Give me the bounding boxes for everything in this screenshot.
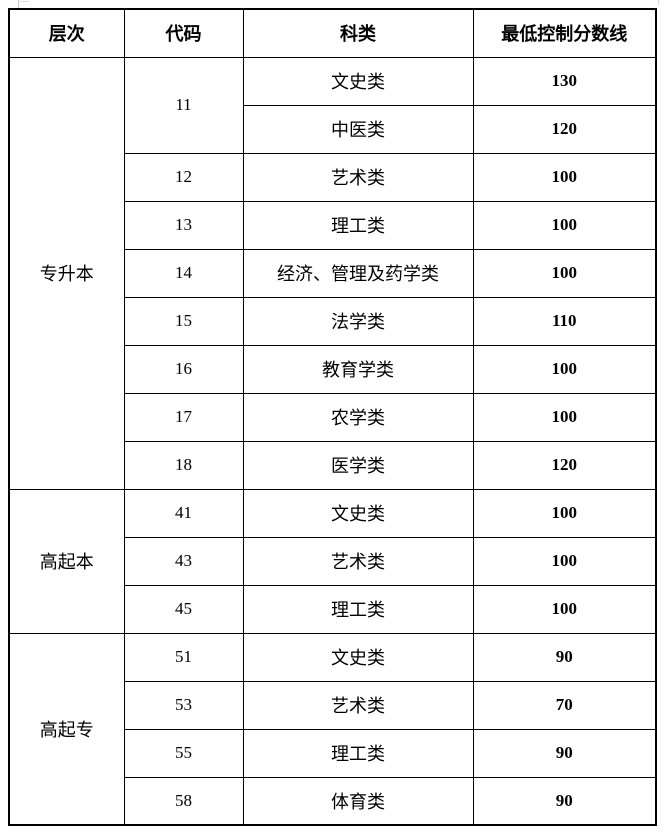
score-cell: 100 [472, 344, 657, 394]
category-cell: 法学类 [242, 296, 474, 346]
category-cell: 理工类 [242, 584, 474, 634]
score-cell: 90 [472, 632, 657, 682]
category-cell: 艺术类 [242, 536, 474, 586]
score-cell: 100 [472, 536, 657, 586]
header-code: 代码 [123, 8, 244, 58]
table-row: 12 艺术类 100 [9, 152, 657, 202]
code-cell: 18 [123, 440, 244, 490]
score-cell: 120 [472, 440, 657, 490]
category-cell: 文史类 [242, 56, 474, 106]
code-cell: 41 [123, 488, 244, 538]
score-cell: 90 [472, 728, 657, 778]
category-cell: 经济、管理及药学类 [242, 248, 474, 298]
table-row: 高起专 51 文史类 90 [8, 632, 657, 826]
table-row: 14 经济、管理及药学类 100 [9, 248, 657, 298]
code-cell: 58 [123, 776, 244, 826]
score-cell: 100 [472, 248, 657, 298]
table-row: 45 理工类 100 [9, 584, 657, 634]
code-cell: 53 [123, 680, 244, 730]
code-cell: 45 [123, 584, 244, 634]
score-cell: 100 [472, 200, 657, 250]
code-cell: 51 [123, 632, 244, 682]
category-cell: 理工类 [242, 728, 474, 778]
category-cell: 艺术类 [242, 680, 474, 730]
table-row: 专升本 11 文史类 130 [8, 56, 657, 490]
table-row: 17 农学类 100 [9, 392, 657, 442]
admission-score-table: 层次 代码 科类 最低控制分数线 专升本 11 文史类 130 中医类 120 12 艺术类 1… [8, 8, 657, 826]
header-category: 科类 [242, 8, 474, 58]
header-min-score: 最低控制分数线 [472, 8, 657, 58]
scan-artifact-right-vertical [658, 0, 659, 5]
table-row: 43 艺术类 100 [9, 536, 657, 586]
level-cell: 高起专 [8, 632, 125, 826]
score-cell: 100 [472, 584, 657, 634]
header-row: 层次 代码 科类 最低控制分数线 [8, 8, 657, 58]
table-row: 中医类 120 [9, 104, 657, 154]
score-cell: 100 [472, 488, 657, 538]
table-row: 58 体育类 90 [9, 776, 657, 826]
table-row: 53 艺术类 70 [9, 680, 657, 730]
scan-artifact-left-vertical [18, 0, 19, 8]
code-cell: 43 [123, 536, 244, 586]
category-cell: 文史类 [242, 488, 474, 538]
score-cell: 130 [472, 56, 657, 106]
score-cell: 70 [472, 680, 657, 730]
category-cell: 农学类 [242, 392, 474, 442]
table-row: 55 理工类 90 [9, 728, 657, 778]
header-level: 层次 [8, 8, 125, 58]
code-cell: 17 [123, 392, 244, 442]
category-cell: 医学类 [242, 440, 474, 490]
category-cell: 中医类 [242, 104, 474, 154]
table-row: 18 医学类 120 [9, 440, 657, 490]
scan-artifact-left-horizontal [18, 1, 29, 2]
level-cell: 高起本 [8, 488, 125, 634]
table-row: 16 教育学类 100 [9, 344, 657, 394]
code-cell: 13 [123, 200, 244, 250]
score-cell: 90 [472, 776, 657, 826]
code-cell: 16 [123, 344, 244, 394]
category-cell: 艺术类 [242, 152, 474, 202]
category-cell: 体育类 [242, 776, 474, 826]
code-cell: 55 [123, 728, 244, 778]
table-body: 专升本 11 文史类 130 中医类 120 12 艺术类 100 13 理工类 100 14 经济、管理… [8, 56, 657, 826]
code-cell: 11 [123, 56, 244, 154]
score-cell: 120 [472, 104, 657, 154]
code-cell: 12 [123, 152, 244, 202]
code-cell: 14 [123, 248, 244, 298]
score-cell: 100 [472, 392, 657, 442]
category-cell: 理工类 [242, 200, 474, 250]
level-cell: 专升本 [8, 56, 125, 490]
table-row: 高起本 41 文史类 100 [8, 488, 657, 634]
code-cell: 15 [123, 296, 244, 346]
category-cell: 文史类 [242, 632, 474, 682]
score-cell: 100 [472, 152, 657, 202]
score-cell: 110 [472, 296, 657, 346]
category-cell: 教育学类 [242, 344, 474, 394]
table-row: 13 理工类 100 [9, 200, 657, 250]
